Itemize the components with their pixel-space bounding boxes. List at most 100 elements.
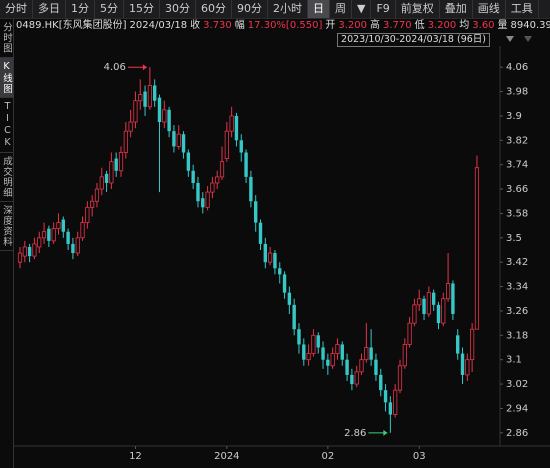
candle-body	[56, 222, 61, 230]
candle-body	[80, 222, 85, 239]
candle-body	[114, 158, 118, 171]
candle-body	[66, 231, 70, 244]
candle-body	[441, 298, 446, 324]
toolbar-button[interactable]: 5分	[95, 0, 124, 18]
candle-body	[172, 131, 176, 147]
candle-body	[383, 390, 388, 403]
candle-body	[436, 304, 441, 324]
toolbar-button[interactable]: 画线	[473, 0, 506, 18]
toolbar: 分时 多日 1分 5分 15分 30分 60分 90分 2小时日周 ▼ F9 前复权 叠加 画线 工具	[0, 0, 550, 19]
candle-body	[196, 182, 200, 202]
candle-body	[181, 134, 186, 153]
candle-body	[417, 298, 422, 306]
info-text: 收	[190, 20, 201, 31]
toolbar-button[interactable]: 2小时	[268, 0, 308, 18]
candle-body	[302, 344, 306, 360]
candle-body	[350, 374, 354, 385]
toolbar-button[interactable]: 60分	[196, 0, 232, 18]
toolbar-button[interactable]: 30分	[160, 0, 196, 18]
info-text: 量	[497, 20, 508, 31]
y-tick-label: 3.74	[506, 160, 528, 171]
annotation-arrowhead	[383, 429, 388, 436]
candle-body	[205, 191, 210, 208]
info-text: 均	[459, 20, 470, 31]
y-tick-label: 3.34	[506, 282, 528, 293]
candle-body	[345, 359, 349, 375]
sidebar-tab[interactable]: K线图	[0, 57, 13, 98]
candle-body	[157, 97, 162, 123]
toolbar-button[interactable]: F9	[371, 0, 396, 18]
sidebar-tab[interactable]: TICK	[0, 98, 13, 153]
candle-body	[186, 152, 191, 171]
candle-body	[75, 237, 80, 254]
toolbar-button[interactable]: 前复权	[396, 0, 440, 18]
date-range[interactable]: 2023/10/30-2024/03/18 (96日)	[337, 33, 490, 47]
info-text: 幅	[234, 20, 245, 31]
sidebar-tab[interactable]: 深度资料	[0, 202, 13, 251]
candle-body	[147, 85, 152, 108]
toolbar-button[interactable]: 15分	[124, 0, 160, 18]
candle-body	[397, 365, 403, 391]
toolbar-button[interactable]: 日	[308, 0, 330, 18]
toolbar-button[interactable]: 工具	[506, 0, 539, 18]
toolbar-button[interactable]: ▼	[352, 0, 372, 18]
toolbar-button[interactable]: 多日	[33, 0, 66, 18]
candle-body	[470, 328, 475, 361]
candle-body	[41, 231, 47, 239]
candle-body	[268, 252, 273, 263]
x-tick-label: 03	[413, 451, 426, 462]
candle-body	[118, 152, 124, 172]
candle-body	[292, 304, 296, 330]
toolbar-button[interactable]: 1分	[66, 0, 95, 18]
candle-body	[138, 94, 143, 102]
candle-body	[311, 334, 316, 354]
candle-body	[422, 298, 426, 314]
candle-body	[143, 91, 147, 107]
candle-body	[176, 133, 181, 147]
candle-body	[128, 121, 133, 132]
y-tick-label: 3.5	[506, 233, 522, 244]
candle-body	[22, 246, 27, 257]
candle-body	[229, 115, 234, 132]
info-text: 低	[414, 20, 425, 31]
y-tick-label: 3.82	[506, 135, 528, 146]
candle-body	[278, 268, 282, 275]
candle-body	[258, 222, 263, 244]
candle-body	[263, 243, 268, 263]
annotation-label: 2.86	[344, 428, 366, 439]
candle-body	[94, 188, 100, 202]
y-tick-label: 2.94	[506, 403, 528, 414]
candle-body	[32, 243, 37, 257]
candle-body	[460, 353, 465, 375]
toolbar-button[interactable]: 分时	[0, 0, 33, 18]
y-tick-label: 3.42	[506, 257, 528, 268]
candle-body	[282, 274, 287, 293]
info-text: 3.770	[383, 20, 412, 31]
candle-body	[123, 130, 128, 153]
candle-body	[191, 170, 195, 183]
sidebar: 分时图 K线图 TICK 成交明细 深度资料	[0, 19, 14, 468]
annotation-label: 4.06	[104, 62, 126, 73]
candle-body	[326, 359, 330, 366]
x-tick-label: 2024	[214, 451, 239, 462]
toolbar-button[interactable]: 周	[330, 0, 352, 18]
toolbar-button[interactable]: 90分	[232, 0, 268, 18]
info-text: 0489.HK[东风集团股份]	[16, 20, 127, 31]
candle-body	[133, 100, 138, 123]
toolbar-button[interactable]: 叠加	[440, 0, 473, 18]
candle-body	[335, 344, 340, 354]
settings-icon	[524, 36, 532, 42]
dropdown-icon	[506, 36, 514, 42]
sidebar-tab[interactable]: 分时图	[0, 19, 13, 58]
info-text: 高	[370, 20, 380, 31]
candle-body	[393, 389, 398, 415]
candle-body	[17, 252, 23, 263]
quote-info: 0489.HK[东风集团股份] 2024/03/18 收 3.730 幅 17.30%[0…	[16, 19, 550, 33]
x-tick-label: 12	[129, 451, 142, 462]
candle-body	[354, 371, 359, 385]
sidebar-tab[interactable]: 成交明细	[0, 153, 13, 202]
info-text: 2024/03/18	[129, 20, 188, 31]
candle-body	[109, 161, 114, 184]
x-tick-label: 02	[321, 451, 334, 462]
